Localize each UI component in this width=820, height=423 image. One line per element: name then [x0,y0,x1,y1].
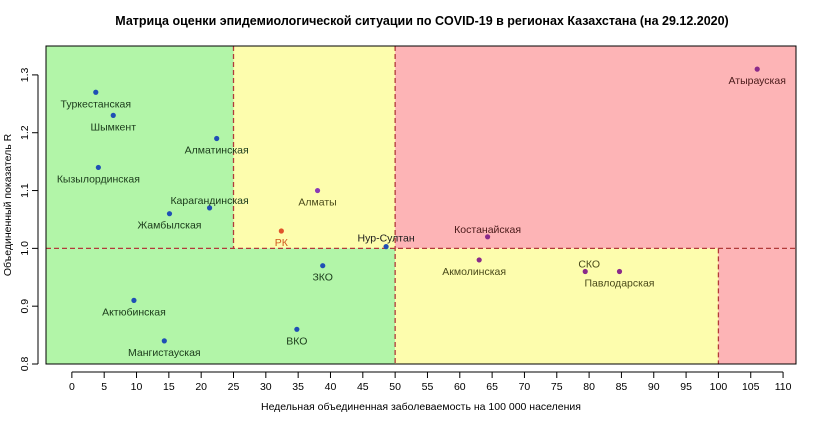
data-point [166,211,173,217]
x-tick-label: 5 [101,381,107,393]
y-axis-label: Объединенный показатель R [2,133,14,276]
data-point [131,297,137,303]
y-tick-label: 1.3 [19,67,31,82]
data-point [161,338,167,344]
x-tick-label: 60 [454,381,466,393]
point-label: Актюбинская [102,306,166,318]
x-tick-label: 85 [616,381,628,393]
data-point [95,164,101,171]
data-point [320,263,326,269]
point-label: Мангистауская [128,347,201,359]
zone-red-top [395,46,796,249]
data-point [476,257,482,263]
x-tick-label: 15 [163,381,175,393]
data-point [754,66,760,72]
x-tick-label: 45 [357,381,369,393]
data-point [314,187,321,194]
point-label: РК [275,237,289,249]
chart-title: Матрица оценки эпидемиологической ситуац… [115,14,728,28]
y-tick-label: 0.9 [19,299,31,314]
y-tick-label: 1.1 [19,183,31,198]
data-point [110,112,116,118]
data-point [278,228,284,234]
x-tick-label: 80 [583,381,595,393]
point-label: Павлодарская [584,277,654,289]
zone-yellow-bottom [395,248,719,364]
point-label: ВКО [286,335,307,347]
data-point [214,135,220,142]
point-label: Карагандинская [170,195,248,207]
x-tick-label: 70 [519,381,531,393]
x-tick-label: 0 [69,381,75,393]
x-tick-label: 20 [195,381,207,393]
threshold-lines [46,46,796,364]
data-point [294,326,300,332]
x-tick-label: 110 [775,381,792,393]
data-point [582,268,588,275]
x-tick-label: 35 [292,381,304,393]
point-label: Акмолинская [442,266,506,278]
data-point [484,234,491,240]
x-tick-label: 90 [648,381,660,393]
point-label: Алматинская [185,145,249,157]
x-tick-label: 30 [260,381,272,393]
point-label: Алматы [298,197,336,209]
x-tick-label: 40 [325,381,337,393]
x-axis-label: Недельная объединенная заболеваемость на… [261,401,581,413]
point-label: Нур-Султан [358,233,415,245]
x-tick-label: 65 [486,381,498,393]
zone-red-bottom [718,248,796,364]
y-tick-label: 1.0 [19,241,31,256]
data-point [206,205,213,211]
point-label: Кызылординская [57,173,140,185]
y-tick-label: 1.2 [19,125,31,140]
data-point [93,89,99,95]
x-tick-label: 95 [680,381,692,393]
point-label: СКО [578,258,600,270]
y-tick-label: 0.8 [19,357,31,372]
x-tick-label: 75 [551,381,563,393]
data-point [383,244,389,250]
data-point [616,268,623,275]
zone-yellow-top [233,46,396,249]
zone-green-top [46,46,234,249]
x-tick-label: 55 [422,381,434,393]
point-label: ЗКО [312,272,333,284]
x-tick-label: 10 [131,381,143,393]
point-label: Шымкент [90,121,136,133]
points-layer: Туркестанская Шымкент Алматинская Кызылорди… [57,66,786,359]
x-tick-label: 105 [742,381,760,393]
point-label: Костанайская [454,224,521,236]
x-tick-label: 25 [228,381,240,393]
axes-layer: 0 5 10 15 20 25 30 35 40 45 50 55 60 65 70 75 80 85 90 95 10… [19,67,792,393]
x-tick-label: 50 [389,381,401,393]
point-label: Туркестанская [61,98,132,110]
point-label: Атырауская [728,75,785,87]
x-tick-label: 100 [710,381,728,393]
zone-green-bottom [46,248,396,364]
plot-frame [45,45,797,365]
point-label: Жамбылская [137,220,201,232]
zones-layer [46,46,796,364]
